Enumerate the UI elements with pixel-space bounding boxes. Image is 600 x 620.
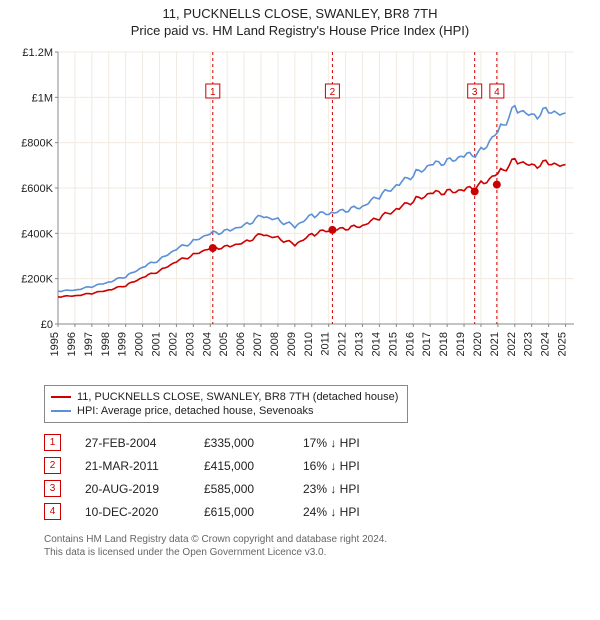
- footer-line2: This data is licensed under the Open Gov…: [44, 546, 586, 559]
- transaction-row: 1 27-FEB-2004 £335,000 17% ↓ HPI: [44, 431, 586, 454]
- svg-text:3: 3: [472, 87, 478, 98]
- transaction-row: 2 21-MAR-2011 £415,000 16% ↓ HPI: [44, 454, 586, 477]
- legend-swatch: [51, 396, 71, 398]
- svg-text:2001: 2001: [151, 332, 163, 356]
- svg-text:2013: 2013: [354, 332, 366, 356]
- svg-text:2000: 2000: [134, 332, 146, 356]
- transaction-price: £615,000: [204, 505, 279, 519]
- transaction-pct: 23% ↓ HPI: [303, 482, 383, 496]
- svg-text:2012: 2012: [337, 332, 349, 356]
- svg-text:£200K: £200K: [21, 274, 53, 286]
- transaction-date: 20-AUG-2019: [85, 482, 180, 496]
- svg-text:4: 4: [494, 87, 500, 98]
- svg-text:2005: 2005: [218, 332, 230, 356]
- svg-text:£800K: £800K: [21, 138, 53, 150]
- svg-text:2002: 2002: [167, 332, 179, 356]
- price-chart: £0 £200K £400K £600K £800K £1M £1.2M 1995 1996 19…: [14, 44, 586, 379]
- transaction-price: £585,000: [204, 482, 279, 496]
- svg-text:£600K: £600K: [21, 183, 53, 195]
- svg-text:1999: 1999: [117, 332, 129, 356]
- svg-text:2007: 2007: [252, 332, 264, 356]
- chart-legend: 11, PUCKNELLS CLOSE, SWANLEY, BR8 7TH (d…: [44, 385, 408, 423]
- svg-text:2018: 2018: [438, 332, 450, 356]
- svg-text:2010: 2010: [303, 332, 315, 356]
- svg-text:£0: £0: [41, 319, 53, 331]
- svg-text:£1M: £1M: [32, 92, 53, 104]
- svg-text:2014: 2014: [370, 332, 382, 356]
- footer-line1: Contains HM Land Registry data © Crown c…: [44, 533, 586, 546]
- transaction-row: 4 10-DEC-2020 £615,000 24% ↓ HPI: [44, 500, 586, 523]
- transaction-pct: 17% ↓ HPI: [303, 436, 383, 450]
- svg-text:2011: 2011: [320, 332, 332, 356]
- transaction-date: 27-FEB-2004: [85, 436, 180, 450]
- svg-text:1997: 1997: [83, 332, 95, 356]
- svg-text:2020: 2020: [472, 332, 484, 356]
- transaction-marker: 1: [44, 434, 61, 451]
- footer-attribution: Contains HM Land Registry data © Crown c…: [44, 533, 586, 559]
- svg-text:2022: 2022: [506, 332, 518, 356]
- svg-text:1996: 1996: [66, 332, 78, 356]
- legend-item: 11, PUCKNELLS CLOSE, SWANLEY, BR8 7TH (d…: [51, 390, 401, 404]
- transaction-date: 21-MAR-2011: [85, 459, 180, 473]
- svg-text:2015: 2015: [387, 332, 399, 356]
- svg-text:2025: 2025: [557, 332, 569, 356]
- transaction-price: £415,000: [204, 459, 279, 473]
- legend-item: HPI: Average price, detached house, Seve…: [51, 404, 401, 418]
- svg-text:2008: 2008: [269, 332, 281, 356]
- transaction-pct: 24% ↓ HPI: [303, 505, 383, 519]
- svg-text:2019: 2019: [455, 332, 467, 356]
- transaction-price: £335,000: [204, 436, 279, 450]
- legend-label: 11, PUCKNELLS CLOSE, SWANLEY, BR8 7TH (d…: [77, 391, 398, 403]
- page-subtitle: Price paid vs. HM Land Registry's House …: [0, 23, 600, 38]
- svg-text:2017: 2017: [421, 332, 433, 356]
- svg-text:1995: 1995: [49, 332, 61, 356]
- svg-text:£400K: £400K: [21, 228, 53, 240]
- transaction-marker: 3: [44, 480, 61, 497]
- legend-label: HPI: Average price, detached house, Seve…: [77, 405, 313, 417]
- svg-text:2024: 2024: [540, 332, 552, 356]
- svg-text:1998: 1998: [100, 332, 112, 356]
- legend-swatch: [51, 410, 71, 412]
- transactions-table: 1 27-FEB-2004 £335,000 17% ↓ HPI 2 21-MAR-201…: [44, 431, 586, 523]
- transaction-marker: 4: [44, 503, 61, 520]
- transaction-date: 10-DEC-2020: [85, 505, 180, 519]
- svg-text:2004: 2004: [201, 332, 213, 356]
- svg-text:£1.2M: £1.2M: [22, 47, 53, 59]
- svg-text:1: 1: [210, 87, 216, 98]
- svg-text:2016: 2016: [404, 332, 416, 356]
- transaction-marker: 2: [44, 457, 61, 474]
- svg-text:2003: 2003: [184, 332, 196, 356]
- svg-text:2: 2: [330, 87, 336, 98]
- svg-text:2009: 2009: [286, 332, 298, 356]
- transaction-row: 3 20-AUG-2019 £585,000 23% ↓ HPI: [44, 477, 586, 500]
- svg-text:2006: 2006: [235, 332, 247, 356]
- page-title: 11, PUCKNELLS CLOSE, SWANLEY, BR8 7TH: [0, 6, 600, 21]
- svg-text:2021: 2021: [489, 332, 501, 356]
- svg-text:2023: 2023: [523, 332, 535, 356]
- transaction-pct: 16% ↓ HPI: [303, 459, 383, 473]
